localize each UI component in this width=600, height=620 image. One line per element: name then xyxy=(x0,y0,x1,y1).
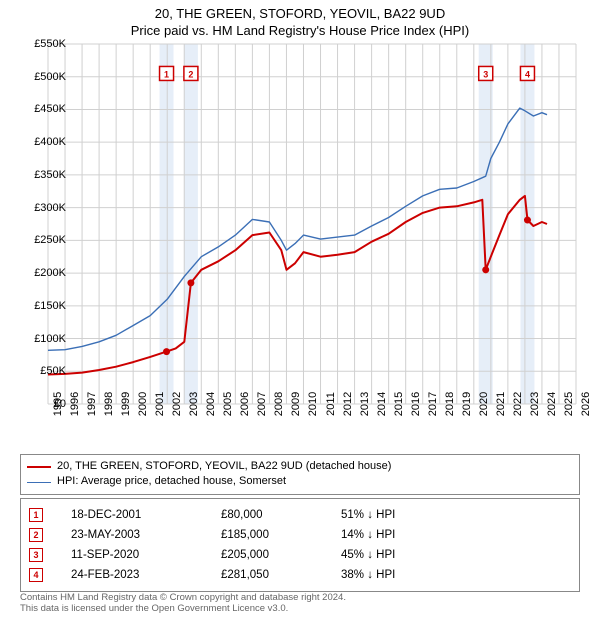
chart-plot-area: 1 2 3 4 xyxy=(48,44,576,404)
sales-marker: 2 xyxy=(29,528,43,542)
y-tick-label: £400K xyxy=(34,136,66,148)
chart-svg: 1 2 3 4 xyxy=(48,44,576,404)
footer-line-2: This data is licensed under the Open Gov… xyxy=(20,603,346,614)
y-tick-label: £450K xyxy=(34,103,66,115)
x-tick-label: 2005 xyxy=(222,392,234,416)
x-tick-label: 2003 xyxy=(188,392,200,416)
x-tick-label: 2025 xyxy=(563,392,575,416)
x-tick-label: 1997 xyxy=(86,392,98,416)
x-tick-label: 1998 xyxy=(103,392,115,416)
x-tick-label: 2009 xyxy=(290,392,302,416)
x-tick-label: 2004 xyxy=(205,392,217,416)
y-tick-label: £150K xyxy=(34,300,66,312)
sales-date: 18-DEC-2001 xyxy=(71,509,221,521)
y-tick-label: £500K xyxy=(34,71,66,83)
chart-container: 20, THE GREEN, STOFORD, YEOVIL, BA22 9UD… xyxy=(0,0,600,620)
legend-row: HPI: Average price, detached house, Some… xyxy=(27,474,573,489)
sales-marker: 4 xyxy=(29,568,43,582)
sales-row: 2 23-MAY-2003£185,00014% ↓ HPI xyxy=(29,525,571,545)
x-tick-label: 2011 xyxy=(325,392,337,416)
svg-text:2: 2 xyxy=(188,69,193,79)
x-tick-label: 2006 xyxy=(239,392,251,416)
x-tick-label: 2015 xyxy=(393,392,405,416)
legend-row: 20, THE GREEN, STOFORD, YEOVIL, BA22 9UD… xyxy=(27,459,573,474)
x-tick-label: 2002 xyxy=(171,392,183,416)
sales-date: 24-FEB-2023 xyxy=(71,569,221,581)
legend-label: 20, THE GREEN, STOFORD, YEOVIL, BA22 9UD… xyxy=(57,459,391,474)
sales-price: £185,000 xyxy=(221,529,341,541)
y-tick-label: £100K xyxy=(34,333,66,345)
x-tick-label: 2010 xyxy=(307,392,319,416)
x-tick-label: 2001 xyxy=(154,392,166,416)
sales-row: 3 11-SEP-2020£205,00045% ↓ HPI xyxy=(29,545,571,565)
y-tick-label: £550K xyxy=(34,38,66,50)
x-tick-label: 2007 xyxy=(256,392,268,416)
y-tick-label: £250K xyxy=(34,234,66,246)
x-tick-label: 2016 xyxy=(410,392,422,416)
x-tick-label: 1996 xyxy=(69,392,81,416)
sales-price: £80,000 xyxy=(221,509,341,521)
legend-box: 20, THE GREEN, STOFORD, YEOVIL, BA22 9UD… xyxy=(20,454,580,495)
x-tick-label: 2021 xyxy=(495,392,507,416)
legend-swatch xyxy=(27,482,51,483)
x-tick-label: 2023 xyxy=(529,392,541,416)
sales-price: £205,000 xyxy=(221,549,341,561)
sales-date: 23-MAY-2003 xyxy=(71,529,221,541)
x-tick-label: 2022 xyxy=(512,392,524,416)
x-tick-label: 2024 xyxy=(546,392,558,416)
svg-text:3: 3 xyxy=(483,69,488,79)
sales-price: £281,050 xyxy=(221,569,341,581)
x-tick-label: 2018 xyxy=(444,392,456,416)
y-tick-label: £50K xyxy=(40,365,66,377)
footer-line-1: Contains HM Land Registry data © Crown c… xyxy=(20,592,346,603)
x-tick-label: 2026 xyxy=(580,392,592,416)
x-tick-label: 2000 xyxy=(137,392,149,416)
sales-hpi: 45% ↓ HPI xyxy=(341,549,571,561)
legend-swatch xyxy=(27,466,51,468)
legend-label: HPI: Average price, detached house, Some… xyxy=(57,474,286,489)
title-block: 20, THE GREEN, STOFORD, YEOVIL, BA22 9UD… xyxy=(0,0,600,42)
x-tick-label: 1995 xyxy=(52,392,64,416)
sales-hpi: 14% ↓ HPI xyxy=(341,529,571,541)
x-tick-label: 2012 xyxy=(342,392,354,416)
sales-hpi: 38% ↓ HPI xyxy=(341,569,571,581)
footer-attribution: Contains HM Land Registry data © Crown c… xyxy=(20,592,346,615)
x-tick-label: 2013 xyxy=(359,392,371,416)
y-tick-label: £350K xyxy=(34,169,66,181)
sales-hpi: 51% ↓ HPI xyxy=(341,509,571,521)
y-tick-label: £300K xyxy=(34,202,66,214)
sales-table: 1 18-DEC-2001£80,00051% ↓ HPI 2 23-MAY-2003… xyxy=(20,498,580,592)
svg-text:1: 1 xyxy=(164,69,169,79)
title-line-1: 20, THE GREEN, STOFORD, YEOVIL, BA22 9UD xyxy=(0,6,600,23)
x-tick-label: 2019 xyxy=(461,392,473,416)
sales-marker: 3 xyxy=(29,548,43,562)
y-tick-label: £200K xyxy=(34,267,66,279)
sales-row: 1 18-DEC-2001£80,00051% ↓ HPI xyxy=(29,505,571,525)
sales-date: 11-SEP-2020 xyxy=(71,549,221,561)
x-tick-label: 1999 xyxy=(120,392,132,416)
x-tick-label: 2017 xyxy=(427,392,439,416)
title-line-2: Price paid vs. HM Land Registry's House … xyxy=(0,23,600,40)
x-tick-label: 2008 xyxy=(273,392,285,416)
sales-marker: 1 xyxy=(29,508,43,522)
x-tick-label: 2020 xyxy=(478,392,490,416)
svg-text:4: 4 xyxy=(525,69,530,79)
x-tick-label: 2014 xyxy=(376,392,388,416)
sales-row: 4 24-FEB-2023£281,05038% ↓ HPI xyxy=(29,565,571,585)
